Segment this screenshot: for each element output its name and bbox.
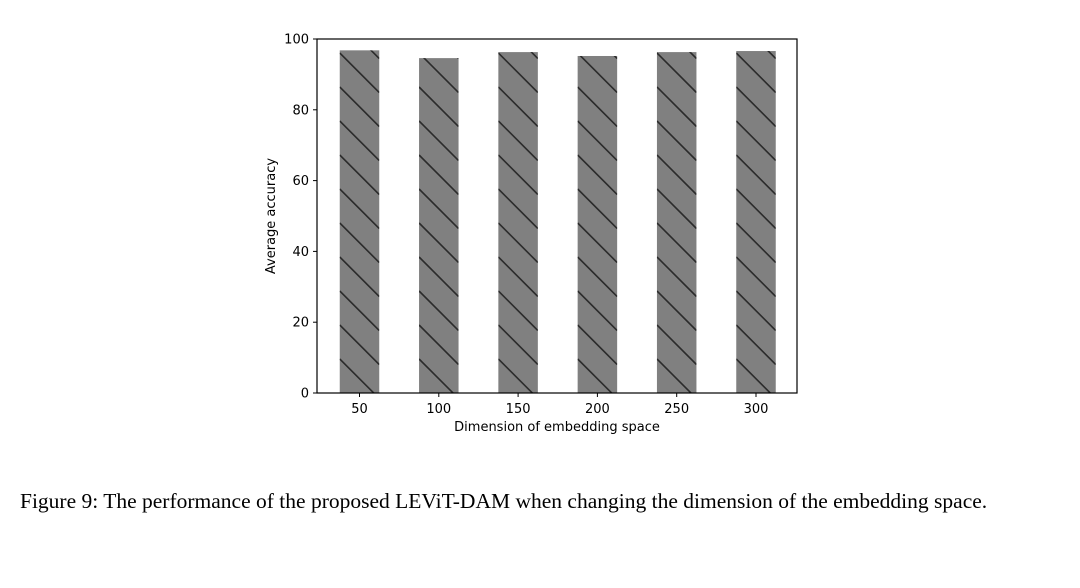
- bar-hatch-50: [339, 50, 380, 393]
- y-axis-label: Average accuracy: [264, 158, 279, 274]
- bar-chart: 0 20 40 60 80 100 50 100 150 200 250 300 Dimension…: [264, 33, 798, 435]
- x-tick-label: 50: [351, 402, 368, 417]
- bar-hatch-150: [498, 52, 538, 393]
- y-axis-ticks: 0 20 40 60 80 100: [284, 33, 317, 402]
- plot-frame: [316, 38, 798, 394]
- y-tick-label: 0: [301, 387, 309, 402]
- y-tick-label: 80: [292, 103, 309, 118]
- figure-caption: Figure 9: The performance of the propose…: [20, 489, 988, 513]
- bar-hatch-200: [577, 55, 618, 393]
- y-tick-label: 40: [292, 245, 309, 260]
- x-tick-label: 300: [744, 402, 769, 417]
- x-tick-label: 100: [426, 402, 451, 417]
- bar-hatch-300: [736, 51, 776, 393]
- y-tick-label: 100: [284, 33, 309, 48]
- x-axis-label: Dimension of embedding space: [454, 420, 660, 435]
- bar-hatch-250: [656, 52, 697, 393]
- x-axis-ticks: 50 100 150 200 250 300: [351, 393, 768, 417]
- x-tick-label: 150: [506, 402, 531, 417]
- y-tick-label: 60: [292, 174, 309, 189]
- bars-group: [339, 50, 776, 393]
- bar-hatch-100: [419, 58, 459, 393]
- x-tick-label: 200: [585, 402, 610, 417]
- bar-200: [577, 55, 618, 393]
- bar-100: [419, 58, 459, 393]
- y-tick-label: 20: [292, 316, 309, 331]
- x-tick-label: 250: [664, 402, 689, 417]
